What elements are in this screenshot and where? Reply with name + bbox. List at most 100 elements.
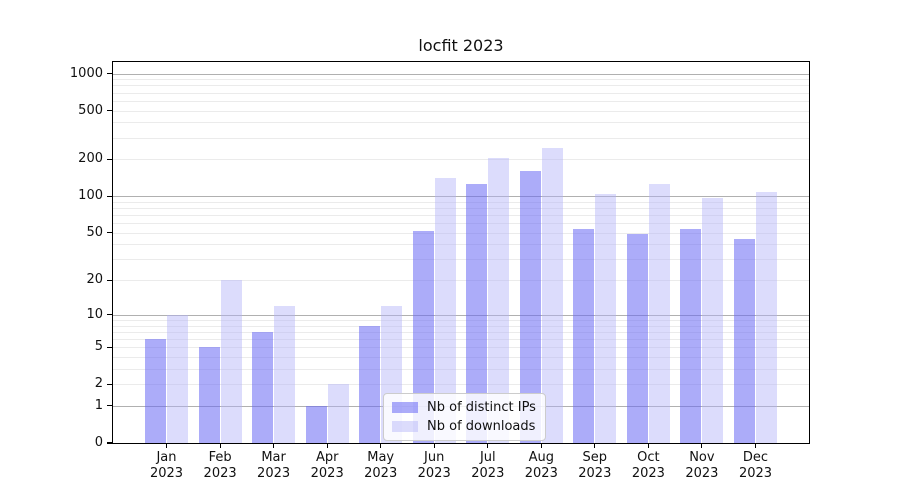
y-tick-mark-1000 xyxy=(107,72,112,75)
bar-downloads-mar xyxy=(274,305,296,443)
gridline-7 xyxy=(113,331,809,333)
bar-downloads-aug xyxy=(541,147,563,443)
legend: Nb of distinct IPs Nb of downloads xyxy=(383,393,546,441)
x-tick-label-oct: Oct 2023 xyxy=(631,450,665,481)
x-tick-mark-sep xyxy=(594,444,596,448)
gridline-10 xyxy=(113,314,809,316)
legend-label-distinct-ips: Nb of distinct IPs xyxy=(427,400,536,415)
y-tick-mark-1 xyxy=(107,405,112,407)
y-tick-mark-0 xyxy=(107,442,112,444)
bar-distinct-ips-jul xyxy=(466,184,488,443)
bar-downloads-jul xyxy=(488,158,510,443)
bar-distinct-ips-feb xyxy=(198,347,220,443)
y-tick-label-0: 0 xyxy=(94,435,103,450)
gridline-5 xyxy=(113,347,809,349)
gridline-1000 xyxy=(113,73,809,75)
y-tick-label-10: 10 xyxy=(86,306,103,322)
y-tick-label-500: 500 xyxy=(78,102,103,118)
x-tick-mark-dec xyxy=(754,444,757,448)
x-tick-label-jan: Jan 2023 xyxy=(149,450,184,481)
y-tick-label-5: 5 xyxy=(94,339,103,355)
bar-downloads-nov xyxy=(702,197,724,443)
bar-downloads-apr xyxy=(327,384,349,443)
y-tick-mark-50 xyxy=(107,232,112,234)
x-tick-label-apr: Apr 2023 xyxy=(310,450,344,481)
x-tick-mark-jan xyxy=(165,444,168,448)
bar-distinct-ips-dec xyxy=(734,239,755,443)
gridline-200 xyxy=(113,159,809,161)
y-tick-label-1000: 1000 xyxy=(69,65,103,81)
bar-distinct-ips-aug xyxy=(519,171,541,443)
x-tick-mark-oct xyxy=(647,444,649,448)
bar-distinct-ips-sep xyxy=(573,228,595,443)
bar-distinct-ips-mar xyxy=(252,331,274,443)
legend-label-downloads: Nb of downloads xyxy=(427,419,536,434)
legend-item-distinct-ips: Nb of distinct IPs xyxy=(392,400,536,415)
y-tick-mark-2 xyxy=(107,383,112,385)
bar-downloads-sep xyxy=(595,193,617,443)
x-tick-label-may: May 2023 xyxy=(364,450,398,481)
gridline-100 xyxy=(113,196,809,198)
gridline-8 xyxy=(113,325,809,327)
x-tick-mark-aug xyxy=(540,444,542,448)
y-tick-label-1: 1 xyxy=(94,397,103,413)
gridline-3 xyxy=(113,368,809,370)
chart-title: locfit 2023 xyxy=(418,36,504,55)
x-tick-label-jul: Jul 2023 xyxy=(471,450,505,481)
x-tick-label-feb: Feb 2023 xyxy=(203,450,237,481)
gridline-90 xyxy=(113,201,809,203)
x-tick-mark-jun xyxy=(433,444,435,448)
gridline-4 xyxy=(113,356,809,358)
x-tick-label-dec: Dec 2023 xyxy=(738,450,773,481)
y-tick-label-20: 20 xyxy=(86,272,103,288)
x-tick-label-sep: Sep 2023 xyxy=(578,450,612,481)
gridline-600 xyxy=(113,100,809,102)
bar-downloads-oct xyxy=(648,184,670,443)
gridline-800 xyxy=(113,85,809,87)
x-tick-mark-may xyxy=(380,444,382,448)
y-tick-label-200: 200 xyxy=(78,151,103,167)
gridline-40 xyxy=(113,244,809,246)
gridline-300 xyxy=(113,137,809,139)
y-tick-label-2: 2 xyxy=(94,376,103,392)
x-tick-mark-jul xyxy=(487,444,489,448)
y-tick-mark-5 xyxy=(107,346,112,348)
gridline-20 xyxy=(113,280,809,282)
bar-downloads-feb xyxy=(220,280,242,443)
gridline-6 xyxy=(113,338,809,340)
gridline-50 xyxy=(113,232,809,234)
x-tick-label-aug: Aug 2023 xyxy=(524,450,558,481)
legend-item-downloads: Nb of downloads xyxy=(392,419,536,434)
y-tick-mark-500 xyxy=(107,109,112,112)
gridline-400 xyxy=(113,122,809,124)
bar-downloads-jun xyxy=(434,178,456,443)
bar-downloads-jan xyxy=(167,314,188,443)
gridline-900 xyxy=(113,79,809,81)
x-tick-mark-nov xyxy=(701,444,703,448)
bar-distinct-ips-may xyxy=(359,325,381,443)
gridline-700 xyxy=(113,92,809,94)
x-tick-mark-apr xyxy=(326,444,328,448)
y-tick-mark-10 xyxy=(107,314,112,316)
y-tick-label-50: 50 xyxy=(86,224,103,240)
gridline-2 xyxy=(113,384,809,386)
bar-downloads-dec xyxy=(756,192,777,443)
bar-distinct-ips-jun xyxy=(412,230,434,443)
legend-swatch-distinct-ips xyxy=(392,402,418,413)
bar-distinct-ips-jan xyxy=(145,338,166,443)
gridline-80 xyxy=(113,208,809,209)
plot-area xyxy=(112,61,810,444)
gridline-9 xyxy=(113,319,809,321)
y-tick-mark-200 xyxy=(107,158,112,160)
x-tick-label-nov: Nov 2023 xyxy=(685,450,719,481)
x-tick-label-mar: Mar 2023 xyxy=(257,450,291,481)
y-tick-label-100: 100 xyxy=(78,188,103,204)
gridline-70 xyxy=(113,215,809,216)
y-tick-mark-100 xyxy=(107,195,112,197)
bar-distinct-ips-apr xyxy=(305,405,327,443)
x-tick-mark-feb xyxy=(219,444,221,448)
x-tick-label-jun: Jun 2023 xyxy=(417,450,451,481)
gridline-60 xyxy=(113,223,809,225)
legend-swatch-downloads xyxy=(392,421,418,432)
